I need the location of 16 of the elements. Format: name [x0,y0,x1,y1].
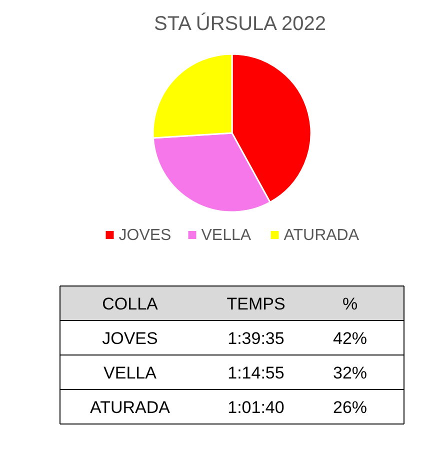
text: ATURADA [90,398,171,417]
text: JOVES [102,328,158,348]
legend-label: VELLA [201,227,252,244]
text: % [342,294,358,314]
legend-label: ATURADA [284,227,360,244]
chart-title: STA ÚRSULA 2022 [154,12,326,35]
text: 1:14:55 [228,363,284,382]
text: 1:39:35 [228,328,284,348]
text: TEMPS [226,294,286,314]
legend-label: JOVES [118,227,172,244]
text: 26% [332,398,368,417]
text: 32% [332,363,368,382]
text: 1:01:40 [228,398,284,417]
text: VELLA [104,363,158,382]
text: 42% [332,328,368,348]
text: COLLA [102,294,159,314]
